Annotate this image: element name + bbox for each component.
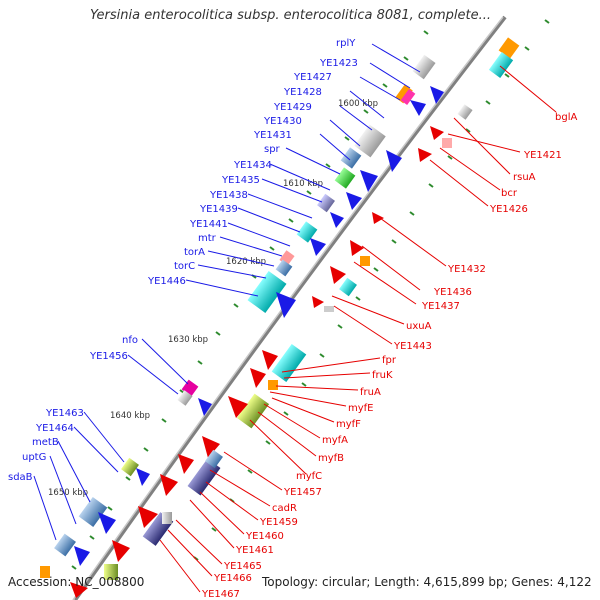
forward-gene-labels: rplY YE1423 YE1427 YE1428 YE1429 YE1430 … [8,38,358,483]
gene-label: YE1429 [273,102,312,113]
gene-label: YE1465 [223,561,262,572]
gene-label: uxuA [406,321,432,332]
gene-label: metB [32,437,59,448]
gene-label: YE1446 [147,276,186,287]
reverse-gene-features [70,37,520,598]
reverse-gene-labels: bglA YE1421 rsuA bcr YE1426 YE1432 YE143… [201,112,577,600]
gene-label: YE1437 [421,301,460,312]
gene-label: fruK [372,370,393,381]
gene-label: YE1431 [253,130,292,141]
gene-label: bcr [501,188,518,199]
topology-text: Topology: circular; Length: 4,615,899 bp… [262,575,592,589]
gene-label: fpr [382,355,397,366]
genome-backbone-shadow [72,16,504,600]
gene-label: myfE [348,403,374,414]
forward-leader-lines [33,43,421,541]
gene-label: YE1423 [319,58,358,69]
gene-label: YE1461 [235,545,274,556]
scale-label: 1640 kbp [110,411,150,421]
gene-label: cadR [272,503,297,514]
map-title: Yersinia enterocolitica subsp. enterocol… [90,8,492,23]
gene-label: sdaB [8,472,33,483]
reverse-leader-lines [159,65,557,593]
gene-label: YE1460 [245,531,284,542]
gene-label: bglA [555,112,577,123]
gene-label: nfo [122,335,138,346]
scale-labels: 1600 kbp 1610 kbp 1620 kbp 1630 kbp 1640… [48,99,378,498]
scale-label: 1650 kbp [48,488,88,498]
gene-label: myfA [322,435,348,446]
gene-label: YE1427 [293,72,332,83]
gene-label: YE1463 [45,408,84,419]
gene-label: YE1466 [213,573,252,584]
scale-label: 1610 kbp [283,179,323,189]
gene-label: YE1421 [523,150,562,161]
accession-text: Accession: NC_008800 [8,575,145,589]
gene-label: YE1441 [189,219,228,230]
gene-label: YE1434 [233,160,272,171]
gene-label: uptG [22,452,46,463]
gene-label: spr [264,144,281,155]
gene-label: YE1467 [201,589,240,600]
gene-label: YE1456 [89,351,128,362]
gene-label: YE1432 [447,264,486,275]
gene-label: myfC [296,471,322,482]
gene-label: YE1464 [35,423,74,434]
scale-label: 1600 kbp [338,99,378,109]
forward-gene-features [40,54,444,578]
gene-label: YE1443 [393,341,432,352]
gene-label: YE1438 [209,190,248,201]
gene-label: YE1435 [221,175,260,186]
gene-label: YE1439 [199,204,238,215]
gene-label: torA [184,247,205,258]
gene-label: YE1426 [489,204,528,215]
gene-label: mtr [198,233,217,244]
gene-label: myfF [336,419,361,430]
gene-label: YE1459 [259,517,298,528]
gene-label: YE1457 [283,487,322,498]
gene-label: YE1430 [263,116,302,127]
scale-label: 1630 kbp [168,335,208,345]
gene-label: YE1428 [283,87,322,98]
scale-label: 1620 kbp [226,257,266,267]
gene-label: myfB [318,453,344,464]
gene-label: rsuA [513,172,536,183]
gene-label: YE1436 [433,287,472,298]
gene-label: torC [174,261,195,272]
gene-label: rplY [336,38,356,49]
gene-label: fruA [360,387,381,398]
genome-backbone [73,15,507,600]
